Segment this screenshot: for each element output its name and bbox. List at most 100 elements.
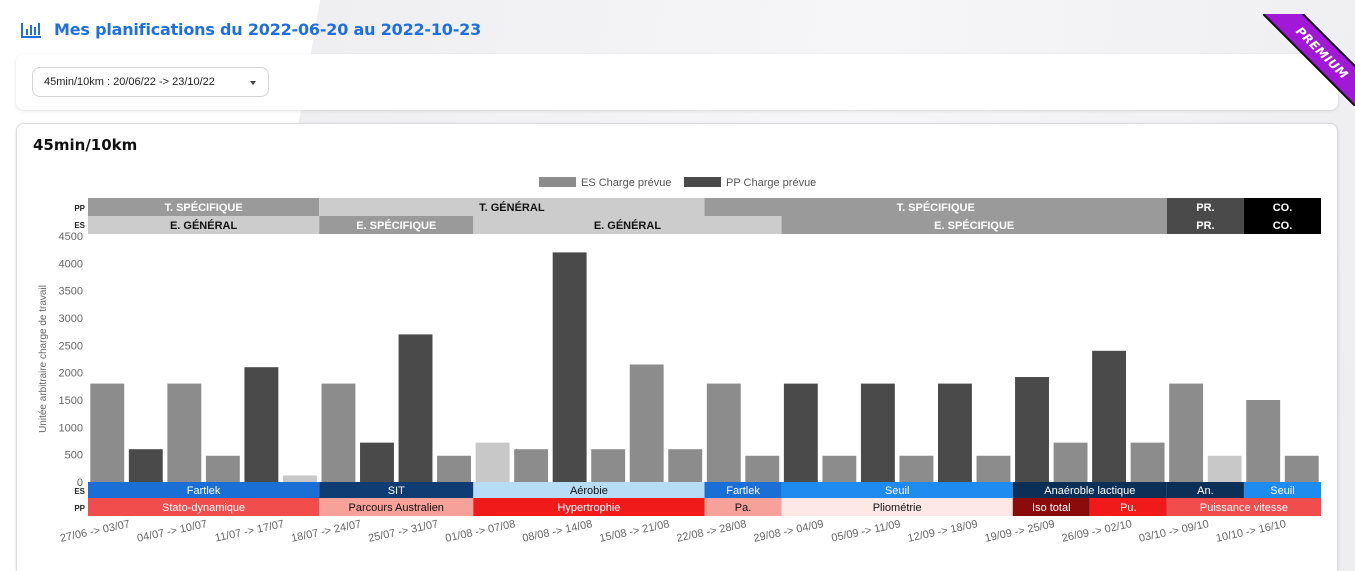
top-es-band-label: E. SPÉCIFIQUE xyxy=(934,219,1014,232)
bottom-pp-band xyxy=(1089,498,1167,516)
bottom-pp-band-label: Parcours Australien xyxy=(349,502,444,514)
y-tick-label: 0 xyxy=(77,477,83,489)
bar xyxy=(437,455,472,482)
top-es-band-label: E. GÉNÉRAL xyxy=(170,219,238,232)
bottom-pp-band-label: Hypertrophie xyxy=(557,502,620,514)
x-tick-label: 11/07 -> 17/07 xyxy=(214,518,285,544)
chevron-down-icon xyxy=(250,81,256,85)
bar xyxy=(282,475,317,482)
y-tick-label: 1000 xyxy=(59,422,83,434)
legend-swatch-pp xyxy=(684,177,721,187)
bar xyxy=(860,383,895,482)
bottom-pp-band xyxy=(88,498,320,516)
bottom-es-band-label: An. xyxy=(1197,485,1214,497)
planning-select-value: 45min/10km : 20/06/22 -> 23/10/22 xyxy=(44,76,215,88)
bottom-es-band xyxy=(473,482,705,498)
bottom-es-band xyxy=(1243,482,1321,498)
top-es-band xyxy=(1243,216,1321,234)
x-tick-label: 04/07 -> 10/07 xyxy=(136,518,208,545)
bar xyxy=(167,383,202,482)
bar xyxy=(668,449,703,482)
bar xyxy=(1207,455,1242,482)
bar xyxy=(629,364,664,482)
top-pp-band-label: T. SPÉCIFIQUE xyxy=(164,201,242,214)
x-tick-label: 15/08 -> 21/08 xyxy=(598,518,670,545)
top-pp-band-label: T. GÉNÉRAL xyxy=(479,201,545,214)
top-es-band xyxy=(473,216,782,234)
bar xyxy=(822,455,857,482)
bottom-pp-band-label: Pa. xyxy=(735,502,752,514)
top-pp-band-label: CO. xyxy=(1273,202,1293,214)
bottom-pp-band xyxy=(319,498,474,516)
bottom-pp-row-label: PP xyxy=(74,504,85,513)
bar xyxy=(937,383,972,482)
x-tick-label: 12/09 -> 18/09 xyxy=(907,518,979,545)
top-es-band-label: E. GÉNÉRAL xyxy=(594,219,662,232)
y-tick-label: 3500 xyxy=(59,286,83,298)
x-tick-label: 27/06 -> 03/07 xyxy=(59,518,131,545)
bar xyxy=(591,449,626,482)
y-tick-label: 2000 xyxy=(59,368,83,380)
top-pp-band xyxy=(88,198,320,216)
bottom-es-band xyxy=(88,482,320,498)
bottom-pp-band-label: Puissance vitesse xyxy=(1200,502,1288,514)
x-tick-label: 26/09 -> 02/10 xyxy=(1061,518,1133,545)
bar xyxy=(552,252,587,482)
legend-label-pp: PP Charge prévue xyxy=(726,177,816,189)
bottom-es-band xyxy=(704,482,782,498)
bar xyxy=(745,455,780,482)
bottom-pp-band xyxy=(1012,498,1090,516)
x-tick-label: 01/08 -> 07/08 xyxy=(444,518,516,545)
y-tick-label: 4000 xyxy=(59,258,83,270)
bar xyxy=(398,334,433,482)
bar xyxy=(1130,442,1165,482)
top-pp-band xyxy=(319,198,705,216)
top-es-row-label: ES xyxy=(74,221,85,230)
x-tick-label: 08/08 -> 14/08 xyxy=(521,518,593,545)
bottom-es-band xyxy=(1166,482,1244,498)
legend-label-es: ES Charge prévue xyxy=(581,177,672,189)
top-pp-band-label: T. SPÉCIFIQUE xyxy=(897,201,975,214)
top-es-band xyxy=(1166,216,1244,234)
bar xyxy=(514,449,549,482)
bar xyxy=(899,455,934,482)
top-es-band xyxy=(781,216,1167,234)
x-tick-label: 25/07 -> 31/07 xyxy=(367,518,439,545)
bottom-es-band-label: Fartlek xyxy=(187,485,221,497)
bottom-es-band xyxy=(1012,482,1167,498)
page-title: Mes planifications du 2022-06-20 au 2022… xyxy=(54,19,482,39)
premium-label: PREMIUM xyxy=(1263,14,1355,106)
bottom-pp-band-label: Pliométrie xyxy=(873,502,922,514)
top-es-band xyxy=(88,216,320,234)
bar xyxy=(360,442,394,482)
planning-select[interactable]: 45min/10km : 20/06/22 -> 23/10/22 xyxy=(32,67,269,97)
bar xyxy=(1053,442,1088,482)
bar xyxy=(244,367,279,482)
top-pp-band xyxy=(704,198,1167,216)
bottom-pp-band-label: Stato-dynamique xyxy=(162,502,245,514)
x-tick-label: 19/09 -> 25/09 xyxy=(984,518,1056,545)
bar xyxy=(1015,377,1049,482)
premium-ribbon: PREMIUM xyxy=(1263,14,1355,106)
bar xyxy=(321,383,356,482)
top-es-band-label: E. SPÉCIFIQUE xyxy=(356,219,436,232)
top-pp-row-label: PP xyxy=(74,204,85,213)
bar xyxy=(1284,455,1319,482)
bottom-pp-band xyxy=(1166,498,1321,516)
y-tick-label: 1500 xyxy=(59,395,83,407)
page-header: Mes planifications du 2022-06-20 au 2022… xyxy=(20,17,481,41)
top-pp-band xyxy=(1243,198,1321,216)
bottom-pp-band-label: Iso total xyxy=(1032,502,1071,514)
bar xyxy=(976,455,1011,482)
bar xyxy=(1169,383,1204,482)
bar xyxy=(205,455,240,482)
y-tick-label: 4500 xyxy=(59,231,83,243)
bottom-pp-band-label: Pu. xyxy=(1120,502,1137,514)
chart-card: 45min/10km ES Charge prévue PP Charge pré… xyxy=(16,123,1338,571)
top-es-band-label: PR. xyxy=(1196,220,1214,232)
legend-swatch-es xyxy=(539,177,576,187)
y-tick-label: 3000 xyxy=(59,313,83,325)
y-axis-label: Unitée arbitraire charge de travail xyxy=(38,285,49,433)
bar xyxy=(90,383,125,482)
y-tick-label: 500 xyxy=(65,450,83,462)
